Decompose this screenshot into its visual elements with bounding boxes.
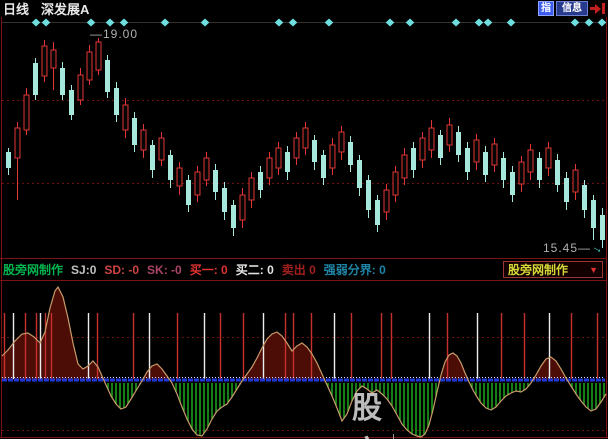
indicator-param: SJ:0 bbox=[71, 263, 97, 277]
watermark-cn: 股旁网 bbox=[352, 392, 382, 439]
arrow-head bbox=[595, 3, 601, 14]
period-label[interactable]: 日线 bbox=[3, 2, 30, 17]
maker-dropdown[interactable]: 股旁网制作 ▼ bbox=[503, 261, 603, 278]
title-bar: 日线 深发展A 指 信息 bbox=[0, 0, 608, 17]
arrow-wall bbox=[602, 3, 605, 14]
arrow-tail bbox=[590, 7, 595, 10]
title-bar-buttons: 指 信息 bbox=[538, 1, 607, 16]
info-button[interactable]: 信息 bbox=[556, 1, 588, 16]
maker-label: 股旁网制作 bbox=[3, 263, 64, 277]
exit-arrow-icon[interactable] bbox=[590, 1, 607, 16]
high-price-label: —19.00 bbox=[90, 27, 139, 41]
indicator-param: SK: -0 bbox=[147, 263, 182, 277]
low-price-text: 15.45— bbox=[543, 241, 592, 255]
indicator-param: 买二: 0 bbox=[235, 263, 274, 277]
dropdown-arrow-icon: ▼ bbox=[589, 264, 598, 275]
watermark-url: www.gupang.com bbox=[404, 432, 608, 439]
watermark-separator bbox=[393, 434, 394, 439]
stock-name-label[interactable]: 深发展A bbox=[41, 2, 90, 17]
watermark: 股旁网 www.gupang.com bbox=[352, 383, 608, 439]
low-price-label: 15.45—→ bbox=[543, 238, 608, 258]
indicator-param: 买一: 0 bbox=[189, 263, 228, 277]
indicator-param: 卖出 0 bbox=[281, 263, 316, 277]
down-arrow-icon: → bbox=[589, 238, 608, 258]
indicator-param: 强弱分界: 0 bbox=[323, 263, 386, 277]
indicator-param: SD: -0 bbox=[104, 263, 140, 277]
indicator-header: 股旁网制作 SJ:0 SD: -0 SK: -0 买一: 0 买二: 0 卖出 0 强弱分界… bbox=[0, 258, 606, 281]
maker-box-label: 股旁网制作 bbox=[508, 263, 569, 277]
indicator-button[interactable]: 指 bbox=[538, 1, 554, 16]
indicator-params: SJ:0 SD: -0 SK: -0 买一: 0 买二: 0 卖出 0 强弱分界: 0 bbox=[63, 261, 386, 278]
